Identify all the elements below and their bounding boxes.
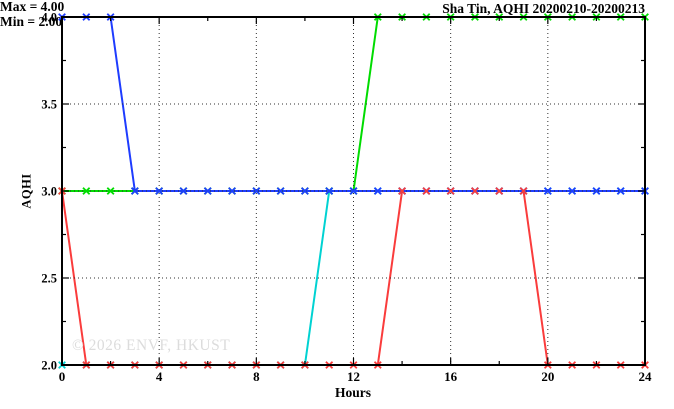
watermark: © 2026 ENVF, HKUST (72, 337, 231, 354)
x-tick-label: 16 (444, 369, 458, 384)
series-blue-markers (58, 13, 649, 195)
plot-border (61, 16, 646, 366)
y-tick-label: 4.0 (41, 11, 57, 25)
x-tick-label: 20 (541, 369, 554, 384)
x-tick-label: 4 (156, 369, 163, 384)
series-blue-line (62, 16, 645, 192)
series-green-line (62, 16, 645, 192)
legend: Max = 4.00 Min = 2.00 (0, 0, 674, 29)
x-axis-title: Hours (334, 385, 372, 400)
series-green-markers (58, 13, 649, 195)
x-tick-label: 24 (639, 369, 653, 384)
legend-max: Max = 4.00 (0, 0, 65, 14)
legend-min: Min = 2.00 (0, 13, 63, 29)
x-tick-label: 12 (347, 369, 360, 384)
x-tick-label: 8 (253, 369, 260, 384)
y-axis-title: AQHI (19, 173, 34, 209)
y-tick-label: 3.5 (41, 98, 57, 112)
y-tick-label: 3.0 (41, 185, 57, 199)
y-tick-label: 2.0 (41, 359, 57, 373)
chart-title: Sha Tin, AQHI 20200210-20200213 (442, 1, 645, 16)
y-tick-label: 2.5 (41, 272, 57, 286)
x-tick-label: 0 (59, 369, 66, 384)
